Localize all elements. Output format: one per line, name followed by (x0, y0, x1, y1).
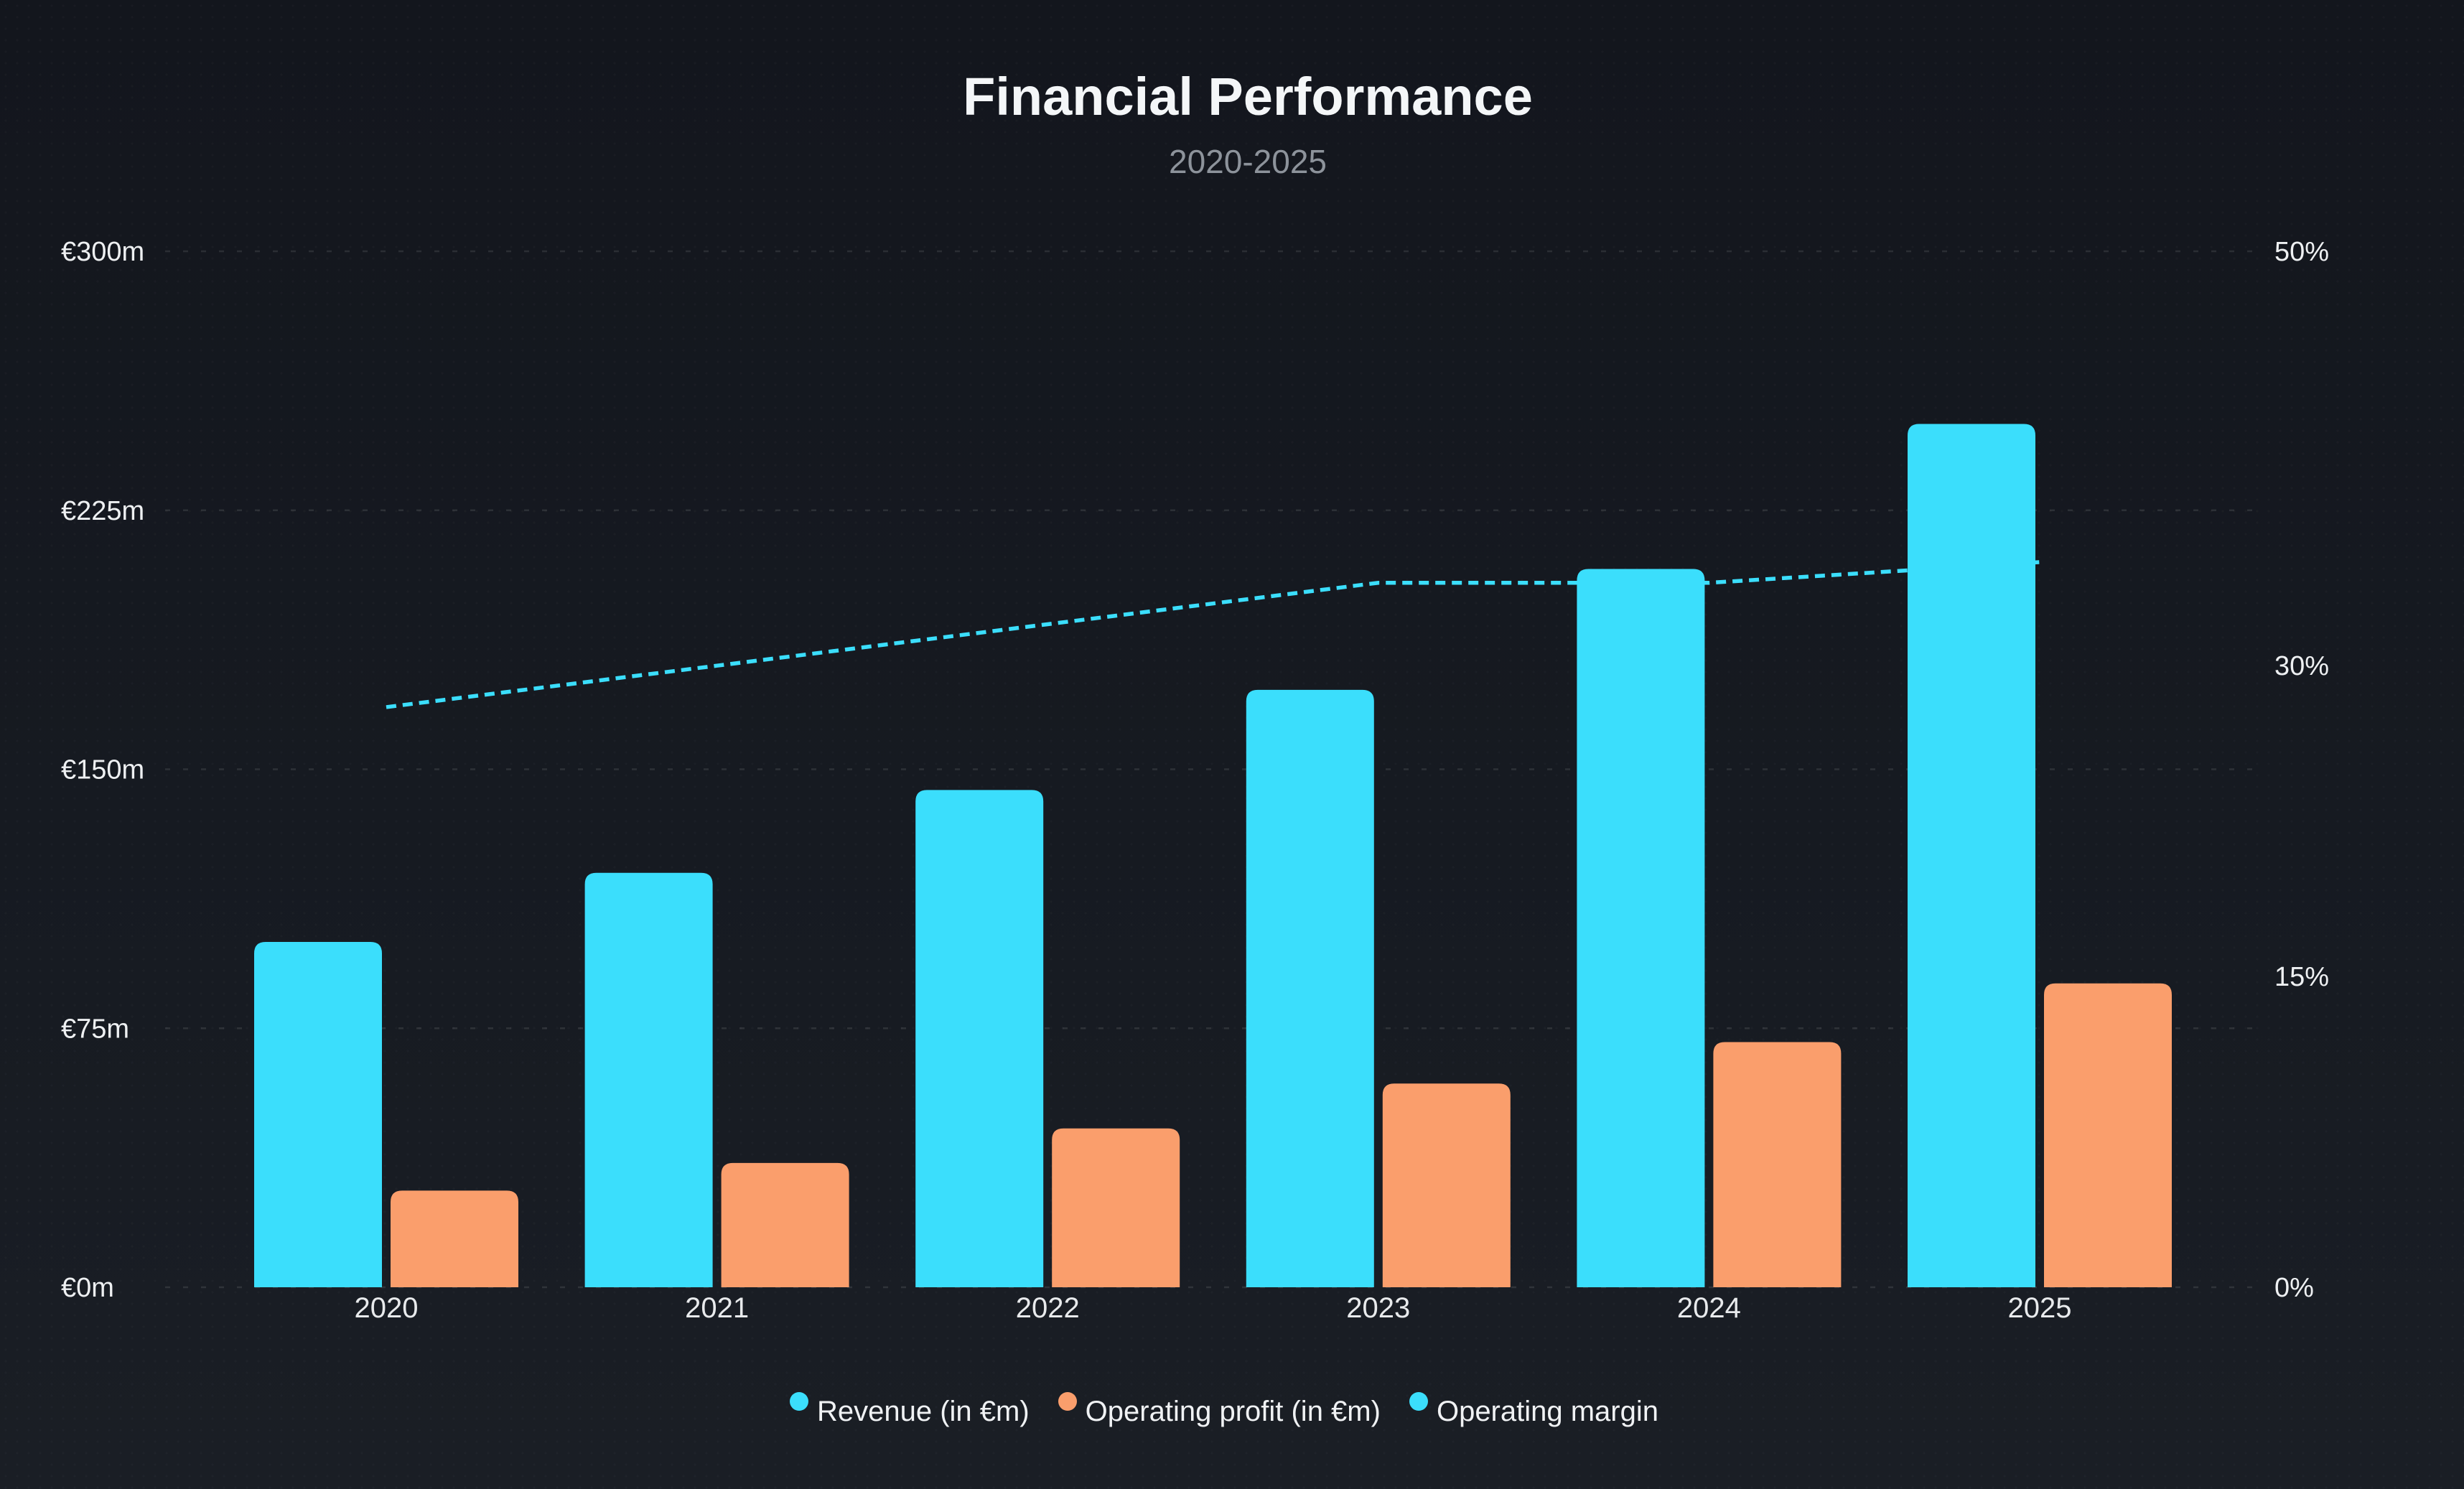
y-axis-left-tick-0: €0m (61, 1273, 114, 1303)
legend-label-revenue: Revenue (in €m) (816, 1396, 1030, 1427)
x-axis-label-2021: 2021 (685, 1292, 749, 1324)
x-axis-label-2024: 2024 (1677, 1292, 1741, 1324)
bar-operating_profit-2022[interactable] (1052, 1128, 1180, 1287)
x-axis-label-2025: 2025 (2008, 1292, 2072, 1324)
y-axis-right-tick-15: 15% (2274, 962, 2329, 992)
chart-title: Financial Performance (963, 67, 1533, 126)
y-axis-right-tick-50: 50% (2274, 237, 2329, 267)
legend: Revenue (in €m) Operating profit (in €m) O… (0, 1390, 2456, 1433)
legend-label-operating_profit: Operating profit (in €m) (1085, 1396, 1381, 1427)
chart-subtitle: 2020-2025 (1169, 143, 1327, 180)
y-axis-left-tick-150: €150m (61, 755, 144, 785)
bar-operating_profit-2023[interactable] (1382, 1083, 1511, 1287)
bar-revenue-2022[interactable] (915, 790, 1044, 1287)
x-axis-label-2023: 2023 (1346, 1292, 1410, 1324)
legend-item-operating_margin[interactable]: Operating margin (1409, 1390, 1658, 1433)
bar-operating_profit-2021[interactable] (721, 1162, 849, 1287)
bar-revenue-2023[interactable] (1246, 689, 1374, 1287)
legend-dot-revenue (789, 1392, 808, 1411)
legend-item-revenue[interactable]: Revenue (in €m) (789, 1390, 1030, 1433)
y-axis-left-tick-75: €75m (61, 1014, 129, 1044)
y-axis-right-tick-0: 0% (2274, 1273, 2314, 1303)
bar-revenue-2024[interactable] (1577, 569, 1705, 1287)
bar-revenue-2025[interactable] (1908, 424, 2035, 1288)
legend-label-operating_margin: Operating margin (1436, 1396, 1658, 1427)
bar-revenue-2021[interactable] (584, 872, 713, 1287)
y-axis-left-tick-225: €225m (61, 496, 144, 526)
y-axis-left-tick-300: €300m (61, 237, 144, 267)
bar-revenue-2020[interactable] (254, 942, 382, 1287)
bar-operating_profit-2025[interactable] (2044, 983, 2172, 1287)
operating-margin-line[interactable] (386, 560, 2040, 709)
legend-dot-operating_profit (1058, 1392, 1077, 1411)
x-axis-label-2022: 2022 (1016, 1292, 1080, 1324)
legend-item-operating_profit[interactable]: Operating profit (in €m) (1058, 1390, 1381, 1433)
bar-operating_profit-2020[interactable] (391, 1190, 518, 1287)
legend-dot-operating_margin (1409, 1392, 1428, 1411)
y-axis-right-tick-30: 30% (2274, 651, 2329, 681)
x-axis-label-2020: 2020 (355, 1292, 419, 1324)
bar-operating_profit-2024[interactable] (1713, 1042, 1842, 1287)
